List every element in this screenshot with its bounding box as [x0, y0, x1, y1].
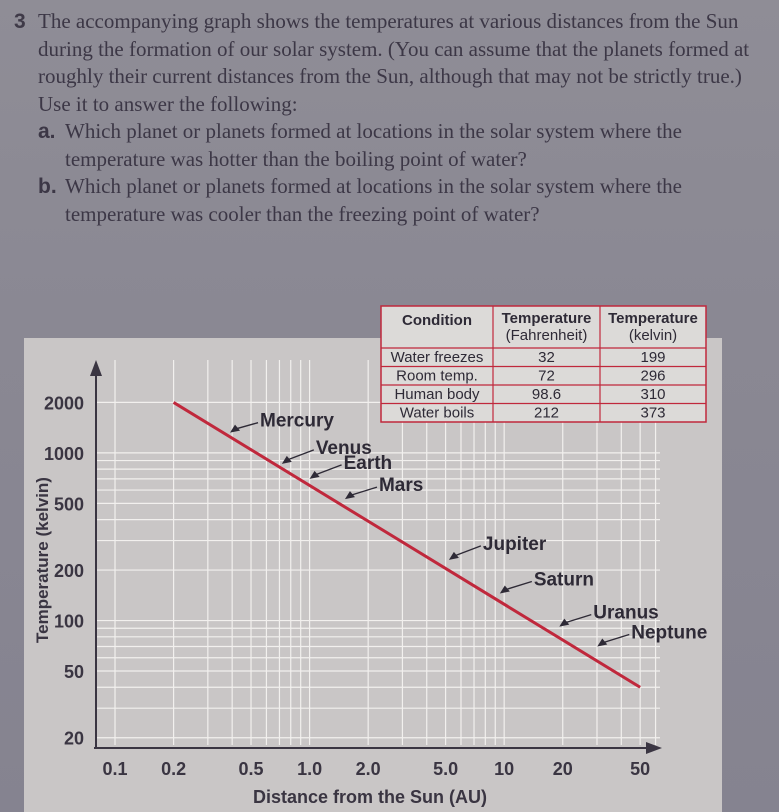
table-cell: 72	[538, 368, 555, 385]
planet-label: Uranus	[593, 603, 658, 624]
y-tick-label: 200	[54, 561, 84, 581]
x-tick-label: 2.0	[356, 759, 381, 779]
table-cell: 32	[538, 349, 555, 366]
annotation-arrowhead	[309, 470, 320, 479]
y-tick-label: 1000	[44, 444, 84, 464]
y-tick-label: 50	[64, 662, 84, 682]
planet-label: Saturn	[534, 569, 594, 590]
y-axis-arrow	[90, 360, 102, 376]
planet-label: Mercury	[260, 411, 334, 432]
table-cell: 373	[640, 405, 665, 422]
axes	[90, 360, 662, 754]
y-tick-label: 2000	[44, 393, 84, 413]
planet-label: Neptune	[631, 623, 707, 644]
series-layer	[172, 401, 641, 689]
annotation-arrowhead	[230, 424, 241, 433]
table-header: Condition	[402, 312, 472, 329]
part-b-label: b.	[38, 175, 57, 198]
table-cell: 296	[640, 368, 665, 385]
annotation-arrowhead	[559, 618, 570, 627]
table-cell: 199	[640, 349, 665, 366]
annotation-arrow	[451, 545, 482, 558]
x-axis-label: Distance from the Sun (AU)	[253, 787, 487, 807]
x-tick-label: 0.1	[102, 759, 127, 779]
table-cell: Human body	[394, 386, 480, 403]
table-cell: 212	[534, 405, 559, 422]
x-tick-label: 0.2	[161, 759, 186, 779]
planet-label: Earth	[344, 453, 393, 474]
question-number: 3	[14, 10, 26, 33]
x-tick-label: 10	[494, 759, 514, 779]
y-tick-label: 500	[54, 494, 84, 514]
y-tick-label: 100	[54, 612, 84, 632]
table-header: Temperature	[608, 310, 698, 327]
planet-label: Jupiter	[483, 534, 547, 555]
tick-labels: 0.1 0.2 0.5 1.0 2.0 5.0 10 20 50 2000 1000 500 200 10…	[44, 393, 650, 779]
x-tick-label: 5.0	[433, 759, 458, 779]
annotation-arrowhead	[448, 551, 459, 560]
x-tick-label: 50	[630, 759, 650, 779]
grid-lines	[96, 360, 660, 745]
planet-label: Venus	[316, 438, 372, 459]
table-cell: Water freezes	[391, 349, 484, 366]
x-tick-label: 20	[553, 759, 573, 779]
question-stem: The accompanying graph shows the tempera…	[38, 9, 750, 116]
y-tick-label: 20	[64, 729, 84, 749]
question-part-b: b. Which planet or planets formed at loc…	[38, 173, 764, 228]
annotation-arrowhead	[344, 491, 355, 500]
question-block: 3 The accompanying graph shows the tempe…	[14, 8, 764, 228]
table-cell: Room temp.	[396, 368, 478, 385]
table-cell: 310	[640, 386, 665, 403]
table-header: Temperature	[502, 310, 592, 327]
annotation-arrow	[312, 464, 342, 477]
annotation-arrowhead	[597, 638, 608, 647]
part-a-text: Which planet or planets formed at locati…	[65, 119, 682, 171]
y-axis-label: Temperature (kelvin)	[33, 477, 52, 643]
table-header: (Fahrenheit)	[506, 327, 588, 344]
x-tick-label: 1.0	[297, 759, 322, 779]
part-a-label: a.	[38, 120, 56, 143]
table-frame	[380, 305, 707, 423]
annotation-arrowhead	[499, 585, 510, 594]
x-tick-label: 0.5	[238, 759, 263, 779]
part-b-text: Which planet or planets formed at locati…	[65, 174, 682, 226]
question-part-a: a. Which planet or planets formed at loc…	[38, 118, 764, 173]
table-cell: 98.6	[532, 386, 561, 403]
temperature-line	[172, 401, 641, 689]
table-cell: Water boils	[400, 405, 474, 422]
annotation-arrowhead	[281, 455, 292, 464]
conditions-table: Condition Temperature(Fahrenheit)Temperat…	[380, 305, 707, 423]
planet-label: Mars	[379, 475, 423, 496]
annotation-arrow	[284, 449, 315, 462]
x-axis-arrow	[646, 742, 662, 754]
table-header: (kelvin)	[629, 327, 677, 344]
